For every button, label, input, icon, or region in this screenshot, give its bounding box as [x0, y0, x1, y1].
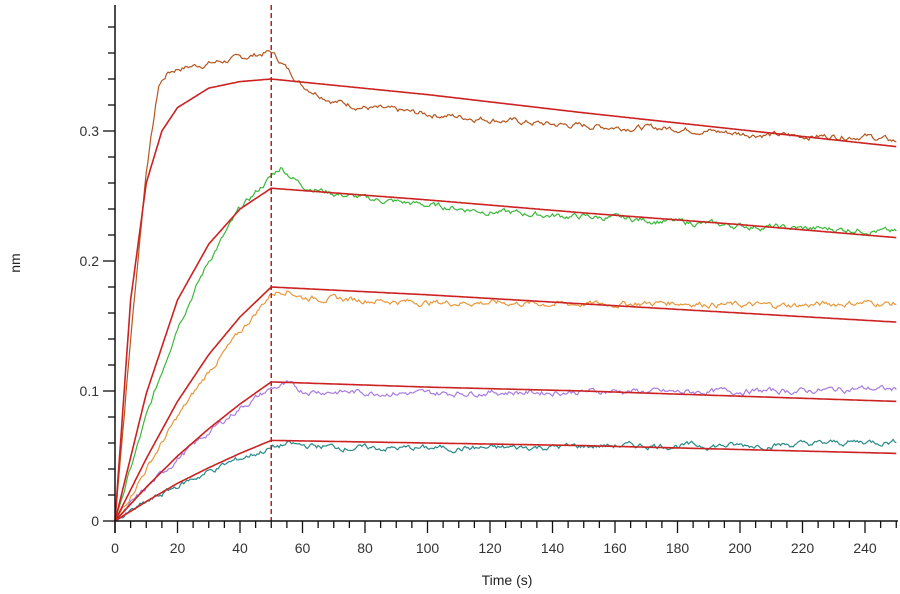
y-axis-title: nm [7, 253, 23, 272]
plot-series [114, 50, 897, 522]
y-tick-label: 0 [91, 513, 99, 529]
data-trace-2 [114, 166, 897, 522]
y-tick-label: 0.2 [80, 253, 100, 269]
x-tick-label: 100 [416, 540, 440, 556]
data-trace-5 [114, 438, 897, 522]
data-trace-1 [114, 50, 897, 522]
fit-curve-2 [114, 187, 897, 522]
y-axis: 0 0.1 0.2 0.3 [80, 5, 116, 533]
y-tick-label: 0.1 [80, 383, 100, 399]
x-tick-label: 140 [541, 540, 565, 556]
x-tick-label: 0 [111, 540, 119, 556]
fit-curve-5 [114, 439, 897, 522]
fit-curve-3 [114, 286, 897, 522]
x-tick-label: 180 [666, 540, 690, 556]
x-tick-label: 120 [478, 540, 502, 556]
x-tick-label: 60 [295, 540, 311, 556]
x-tick-label: 80 [357, 540, 373, 556]
data-trace-3 [114, 290, 897, 522]
x-tick-label: 220 [791, 540, 815, 556]
data-trace-4 [114, 380, 897, 522]
x-tick-label: 20 [170, 540, 186, 556]
y-tick-label: 0.3 [80, 123, 100, 139]
x-tick-label: 40 [232, 540, 248, 556]
fit-curve-1 [114, 78, 897, 522]
x-axis: 0 20 40 60 80 100 120 140 160 180 200 220 240 [111, 520, 898, 556]
fit-curve-4 [114, 381, 897, 522]
x-tick-label: 240 [853, 540, 877, 556]
x-tick-label: 160 [603, 540, 627, 556]
x-tick-label: 200 [728, 540, 752, 556]
x-axis-title: Time (s) [482, 572, 533, 588]
